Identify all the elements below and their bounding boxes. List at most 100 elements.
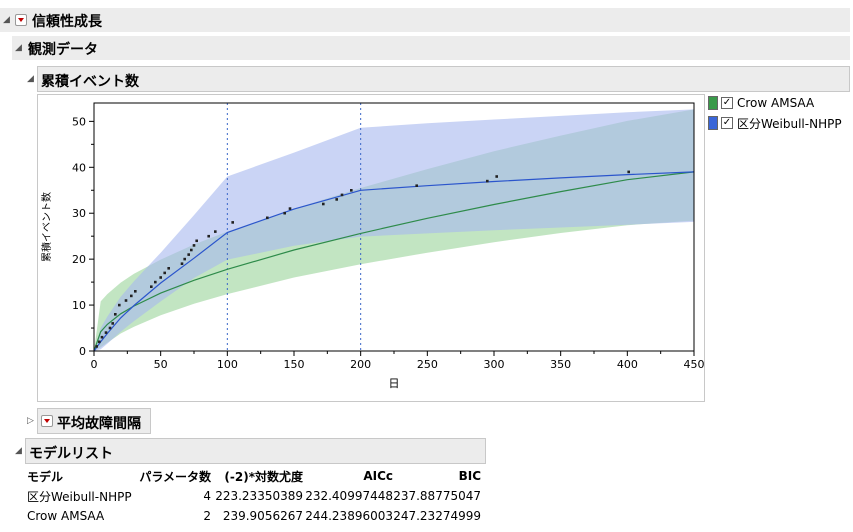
legend-swatch (708, 96, 718, 110)
x-tick-label: 450 (684, 358, 705, 371)
table-row[interactable]: 区分Weibull-NHPP 4 223.23350389 232.409974… (27, 486, 481, 506)
legend-swatch (708, 116, 718, 130)
cumulative-events-plot[interactable]: 0 50 100 150 200 250 300 350 400 450 0 10 20 30 40 50 日 累… (38, 95, 706, 403)
x-tick-label: 0 (91, 358, 98, 371)
x-tick-label: 350 (550, 358, 571, 371)
red-triangle-menu-icon[interactable] (41, 415, 53, 427)
model-name: 区分Weibull-NHPP (27, 489, 132, 504)
col-header-aicc[interactable]: AICc (363, 469, 393, 483)
data-point (114, 313, 117, 316)
x-tick-label: 400 (617, 358, 638, 371)
observed-data-header[interactable]: ◢ 観測データ (12, 36, 850, 60)
data-point (207, 234, 210, 238)
reliability-growth-header[interactable]: ◢ 信頼性成長 (0, 8, 850, 32)
data-point (118, 303, 121, 307)
data-point (104, 331, 108, 334)
red-triangle-menu-icon[interactable] (15, 14, 27, 26)
data-point (187, 253, 190, 256)
data-point (159, 276, 162, 279)
x-tick-label: 100 (217, 358, 238, 371)
table-header-row: モデル パラメータ数 (-2)*対数尤度 AICc BIC (27, 466, 481, 486)
data-point (134, 290, 137, 293)
neg2-loglik: 239.9056267 (222, 509, 303, 523)
col-header-bic[interactable]: BIC (458, 469, 481, 483)
data-point (495, 175, 498, 178)
data-point (486, 179, 489, 183)
data-point (192, 244, 196, 247)
y-tick-label: 10 (72, 299, 86, 312)
cumulative-events-header[interactable]: 累積イベント数 (37, 66, 850, 92)
col-header-model[interactable]: モデル (27, 469, 64, 484)
table-row[interactable]: Crow AMSAA 2 239.9056267 244.23896003 24… (27, 506, 481, 526)
data-point (231, 221, 234, 224)
data-point (95, 345, 98, 348)
reliability-growth-title: 信頼性成長 (32, 14, 102, 30)
collapse-triangle-icon[interactable]: ◢ (3, 15, 10, 25)
model-name: Crow AMSAA (27, 509, 105, 523)
col-header-param-count[interactable]: パラメータ数 (139, 469, 211, 484)
col-header-neg2-loglik[interactable]: (-2)*対数尤度 (224, 469, 303, 484)
data-point (627, 170, 630, 174)
y-tick-label: 20 (72, 253, 86, 266)
param-count: 2 (203, 509, 211, 523)
legend-label: 区分Weibull-NHPP (737, 116, 842, 131)
data-point (350, 189, 353, 192)
expand-triangle-icon[interactable]: ▷ (27, 416, 34, 426)
legend-checkbox[interactable]: ✓ (721, 97, 733, 109)
collapse-triangle-icon[interactable]: ◢ (27, 74, 34, 84)
collapse-triangle-icon[interactable]: ◢ (15, 446, 22, 456)
x-tick-label: 50 (154, 358, 168, 371)
cumulative-events-outline: ◢ 累積イベント数 (24, 66, 850, 92)
fit-line-piecewise-weibull (93, 171, 695, 352)
data-point (167, 267, 170, 270)
data-point (288, 207, 292, 210)
neg2-loglik: 223.23350389 (215, 489, 303, 503)
y-tick-label: 0 (79, 345, 86, 358)
collapse-triangle-icon[interactable]: ◢ (15, 43, 22, 53)
legend-item-crow-amsaa[interactable]: ✓ Crow AMSAA (708, 95, 814, 111)
data-point (340, 193, 344, 197)
data-point (154, 280, 157, 284)
mtbf-title: 平均故障間隔 (57, 416, 141, 432)
data-point (322, 202, 325, 206)
data-point (100, 335, 104, 339)
data-point (190, 248, 193, 252)
data-point (180, 262, 184, 265)
param-count: 4 (203, 489, 211, 503)
aicc: 232.40997448 (305, 489, 393, 503)
data-point (266, 216, 269, 220)
observed-data-title: 観測データ (28, 42, 98, 58)
legend-item-piecewise-weibull[interactable]: ✓ 区分Weibull-NHPP (708, 115, 842, 131)
y-tick-label: 50 (72, 115, 86, 128)
data-point (415, 184, 418, 187)
data-point (195, 239, 198, 243)
data-point (183, 257, 186, 261)
x-axis-label: 日 (389, 377, 400, 390)
mtbf-header[interactable]: 平均故障間隔 (37, 408, 151, 434)
y-axis-label: 累積イベント数 (40, 192, 53, 262)
y-tick-label: 40 (72, 161, 86, 174)
data-point (111, 322, 114, 325)
data-point (98, 340, 101, 344)
x-tick-label: 250 (417, 358, 438, 371)
cumulative-events-title: 累積イベント数 (41, 74, 139, 90)
model-list-title: モデルリスト (29, 446, 113, 462)
model-list-header[interactable]: モデルリスト (25, 438, 486, 464)
data-point (150, 285, 153, 288)
bic: 247.23274999 (393, 509, 481, 523)
data-point (214, 230, 217, 233)
x-tick-label: 300 (484, 358, 505, 371)
data-point (163, 271, 166, 275)
model-list-table: モデル パラメータ数 (-2)*対数尤度 AICc BIC 区分Weibull-… (27, 466, 481, 526)
fit-line-crow-amsaa (93, 171, 695, 352)
confidence-band-piecewise-weibull (94, 109, 694, 351)
data-point (124, 299, 128, 302)
legend-checkbox[interactable]: ✓ (721, 117, 733, 129)
aicc: 244.23896003 (305, 509, 393, 523)
legend-label: Crow AMSAA (737, 96, 815, 110)
data-point (108, 326, 112, 330)
cumulative-events-chart: 0 50 100 150 200 250 300 350 400 450 0 10 20 30 40 50 日 累… (37, 94, 705, 402)
data-point (283, 211, 286, 215)
model-list-outline: ◢ モデルリスト (14, 438, 488, 464)
x-tick-label: 150 (284, 358, 305, 371)
